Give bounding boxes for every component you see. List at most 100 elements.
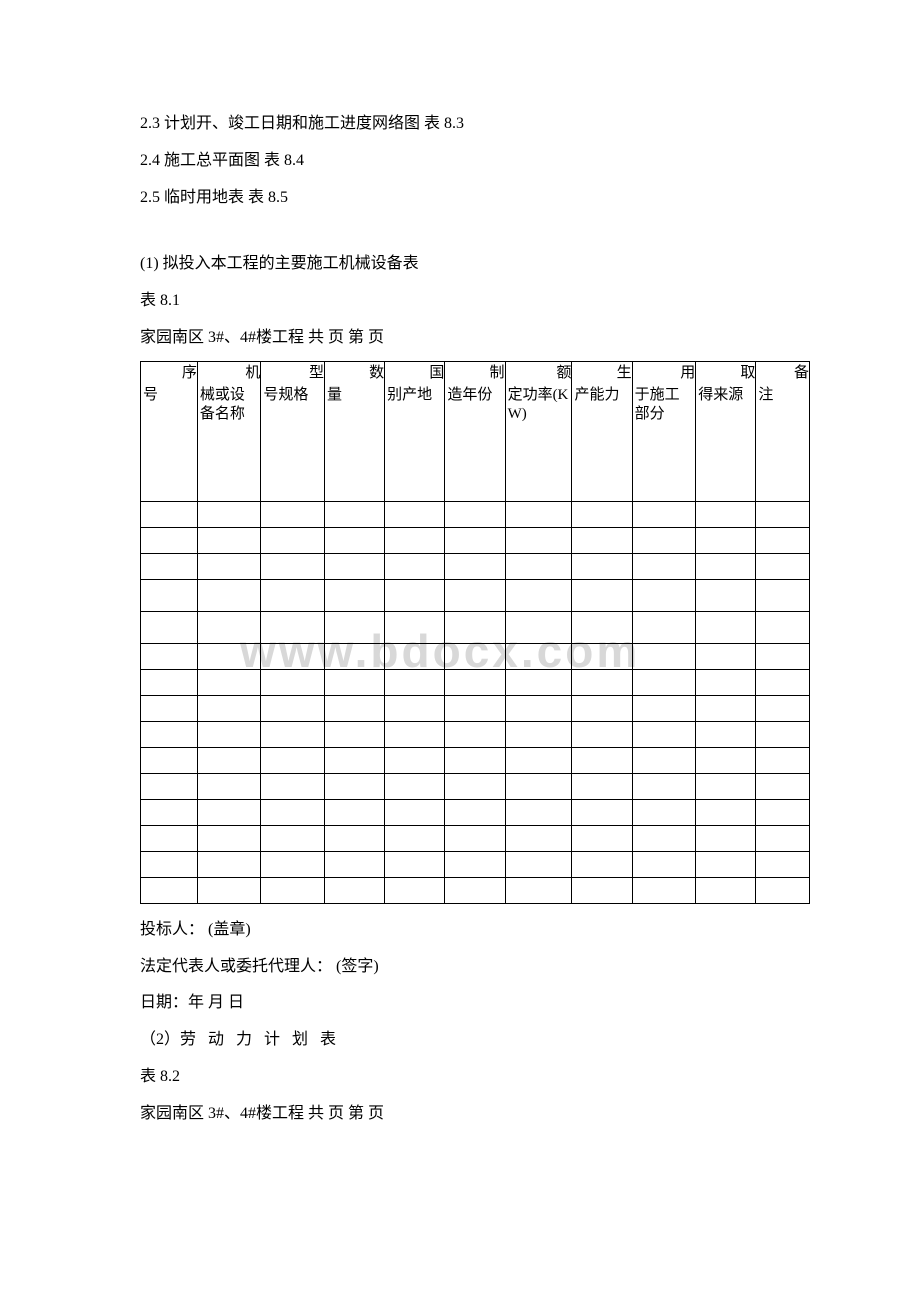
table-cell — [445, 579, 505, 611]
table-cell — [197, 851, 261, 877]
table-cell — [632, 825, 696, 851]
table-cell — [324, 553, 384, 579]
table-header-8: 用于施工部分 — [632, 361, 696, 501]
table-cell — [385, 611, 445, 643]
table-cell — [261, 579, 325, 611]
table-cell — [445, 643, 505, 669]
table-cell — [141, 611, 198, 643]
table-cell — [632, 721, 696, 747]
table-cell — [385, 669, 445, 695]
table-cell — [632, 669, 696, 695]
table-cell — [324, 877, 384, 903]
table-cell — [505, 773, 572, 799]
table-cell — [141, 825, 198, 851]
table-cell — [385, 773, 445, 799]
table-header-7: 生产能力 — [572, 361, 632, 501]
table-header-3: 数量 — [324, 361, 384, 501]
table-cell — [572, 799, 632, 825]
table-cell — [445, 611, 505, 643]
table-cell — [505, 877, 572, 903]
table-cell — [632, 553, 696, 579]
table-cell — [505, 579, 572, 611]
table-cell — [261, 851, 325, 877]
table-cell — [572, 643, 632, 669]
table-cell — [572, 721, 632, 747]
table-cell — [505, 643, 572, 669]
table-cell — [696, 851, 756, 877]
table-cell — [632, 851, 696, 877]
table-cell — [756, 695, 810, 721]
line-2-4: 2.4 施工总平面图 表 8.4 — [140, 147, 810, 176]
table-cell — [445, 501, 505, 527]
representative-line: 法定代表人或委托代理人： (签字) — [140, 953, 810, 982]
table-cell — [632, 527, 696, 553]
table-cell — [632, 501, 696, 527]
table-cell — [261, 643, 325, 669]
table-cell — [572, 695, 632, 721]
line-2-5: 2.5 临时用地表 表 8.5 — [140, 184, 810, 213]
table-cell — [756, 501, 810, 527]
table-cell — [385, 501, 445, 527]
table-cell — [696, 527, 756, 553]
table-cell — [445, 553, 505, 579]
table-cell — [385, 825, 445, 851]
table-cell — [141, 721, 198, 747]
table-cell — [632, 611, 696, 643]
table-cell — [385, 553, 445, 579]
table-cell — [197, 611, 261, 643]
table-cell — [141, 669, 198, 695]
table-cell — [324, 773, 384, 799]
table-cell — [261, 825, 325, 851]
table-cell — [324, 721, 384, 747]
table-cell — [385, 643, 445, 669]
table-cell — [445, 695, 505, 721]
page-content: 2.3 计划开、竣工日期和施工进度网络图 表 8.3 2.4 施工总平面图 表 … — [140, 110, 810, 1129]
table-header-1: 机械或设备名称 — [197, 361, 261, 501]
table-cell — [385, 747, 445, 773]
table-cell — [197, 643, 261, 669]
table-cell — [197, 825, 261, 851]
table-cell — [572, 579, 632, 611]
section-2-spaced: 劳 动 力 计 划 表 — [180, 1031, 340, 1048]
table-caption-1: 家园南区 3#、4#楼工程 共 页 第 页 — [140, 324, 810, 353]
table-cell — [696, 825, 756, 851]
table-cell — [505, 501, 572, 527]
table-cell — [756, 825, 810, 851]
table-cell — [197, 721, 261, 747]
table-cell — [324, 501, 384, 527]
line-2-3: 2.3 计划开、竣工日期和施工进度网络图 表 8.3 — [140, 110, 810, 139]
section-1-title: (1) 拟投入本工程的主要施工机械设备表 — [140, 250, 810, 279]
table-cell — [385, 579, 445, 611]
table-cell — [261, 721, 325, 747]
bidder-line: 投标人： (盖章) — [140, 916, 810, 945]
table-cell — [261, 877, 325, 903]
table-cell — [324, 799, 384, 825]
table-cell — [445, 877, 505, 903]
table-number-8-1: 表 8.1 — [140, 287, 810, 316]
table-cell — [632, 747, 696, 773]
table-cell — [756, 877, 810, 903]
table-cell — [756, 773, 810, 799]
table-cell — [197, 579, 261, 611]
table-cell — [197, 799, 261, 825]
table-cell — [505, 527, 572, 553]
table-cell — [445, 747, 505, 773]
table-cell — [385, 721, 445, 747]
table-cell — [445, 851, 505, 877]
table-cell — [385, 695, 445, 721]
table-cell — [197, 501, 261, 527]
table-cell — [696, 611, 756, 643]
section-2-prefix: （2） — [140, 1031, 180, 1048]
table-header-5: 制造年份 — [445, 361, 505, 501]
table-cell — [324, 579, 384, 611]
table-cell — [141, 851, 198, 877]
table-cell — [505, 825, 572, 851]
table-cell — [505, 721, 572, 747]
table-cell — [632, 773, 696, 799]
table-cell — [632, 579, 696, 611]
table-cell — [572, 501, 632, 527]
table-cell — [261, 527, 325, 553]
table-cell — [696, 747, 756, 773]
table-cell — [261, 799, 325, 825]
table-number-8-2: 表 8.2 — [140, 1063, 810, 1092]
